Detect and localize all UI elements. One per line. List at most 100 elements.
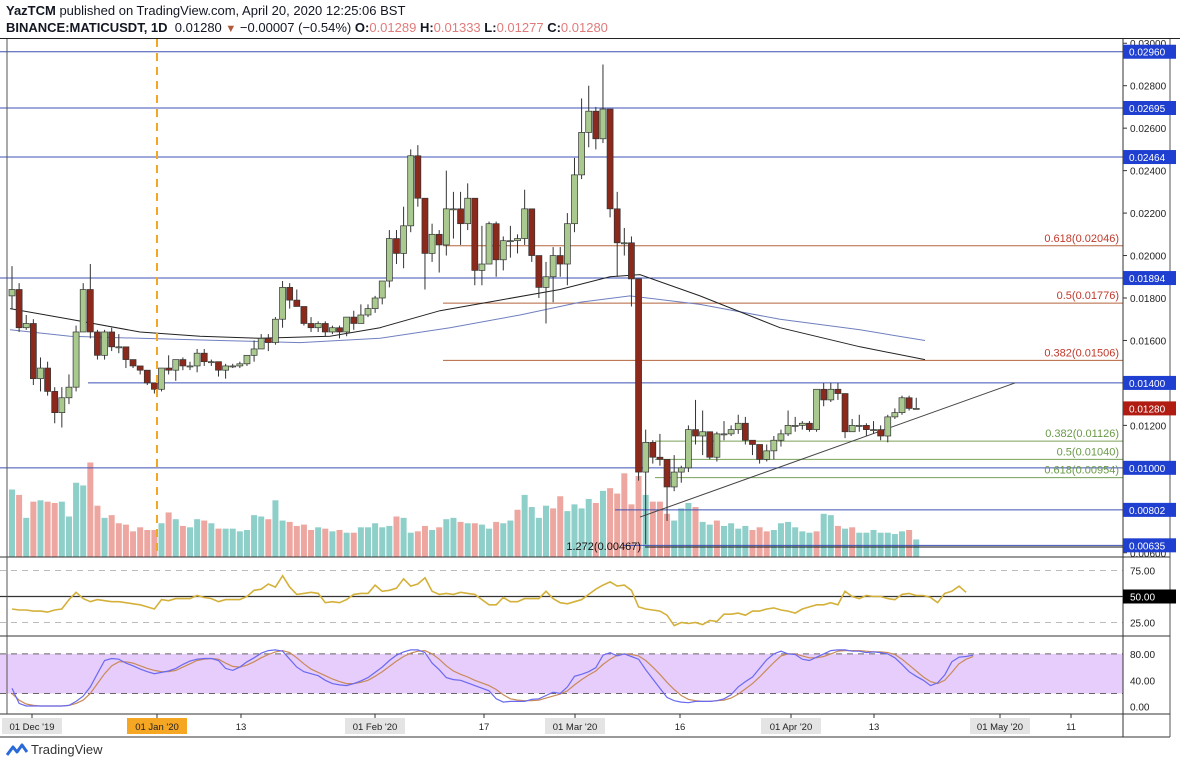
tradingview-logo-icon[interactable] bbox=[6, 743, 28, 757]
level-price-badge bbox=[1123, 460, 1176, 475]
candle-body bbox=[485, 223, 493, 265]
candle-body bbox=[79, 289, 87, 333]
candle-body bbox=[364, 308, 372, 316]
volume-bar bbox=[300, 524, 307, 557]
candle-body bbox=[464, 197, 472, 225]
candle-body bbox=[499, 240, 507, 261]
time-axis[interactable]: 01 Dec '19 01 Jan '20 13 01 Feb '20 17 01 Mar… bbox=[2, 714, 1076, 734]
author-name[interactable]: YazTCM bbox=[6, 3, 56, 18]
candle-body bbox=[599, 108, 607, 140]
candle-body bbox=[556, 255, 564, 265]
candle-body bbox=[300, 306, 308, 324]
level-price-badge-text: 0.01400 bbox=[1129, 379, 1166, 390]
candle-body bbox=[279, 287, 286, 320]
chart-canvas[interactable]: 0.618(0.02046) 0.5(0.01776) 0.382(0.01506)… bbox=[0, 39, 1180, 739]
volume-bar bbox=[400, 517, 407, 557]
level-price-badge-text: 0.02960 bbox=[1129, 48, 1166, 59]
volume-bar bbox=[564, 511, 571, 557]
price-tick-label: 0.02000 bbox=[1130, 252, 1167, 263]
volume-bar bbox=[357, 527, 364, 557]
volume-bar bbox=[621, 473, 628, 557]
candle-body bbox=[22, 323, 30, 329]
candle-body bbox=[699, 431, 706, 437]
volume-bar bbox=[756, 527, 763, 557]
horizontal-levels[interactable] bbox=[0, 51, 1123, 546]
volume-bar bbox=[336, 530, 343, 557]
date-tick-label[interactable]: 11 bbox=[1066, 722, 1076, 733]
date-tick-label[interactable]: 17 bbox=[479, 722, 490, 733]
volume-bar bbox=[258, 516, 265, 557]
symbol-label[interactable]: BINANCE:MATICUSDT, 1D bbox=[6, 20, 168, 35]
date-tick-label[interactable]: 16 bbox=[675, 722, 686, 733]
volume-bar bbox=[478, 524, 485, 557]
candle-body bbox=[343, 316, 350, 333]
last-price: 0.01280 bbox=[174, 20, 222, 35]
candle-body bbox=[250, 348, 258, 356]
candle-body bbox=[507, 240, 514, 243]
volume-bar bbox=[827, 515, 834, 557]
candle-body bbox=[357, 314, 365, 324]
candle-body bbox=[435, 233, 443, 246]
pane-frames bbox=[0, 39, 1171, 738]
date-tick-label[interactable]: 01 Dec '19 bbox=[9, 722, 54, 733]
candle-body bbox=[592, 110, 600, 140]
date-tick-label[interactable]: 13 bbox=[236, 722, 247, 733]
price-axis[interactable]: 0.030000.028000.026000.024000.022000.020… bbox=[1123, 39, 1176, 714]
trendline[interactable] bbox=[639, 382, 1016, 518]
date-tick-label[interactable]: 01 May '20 bbox=[977, 722, 1023, 733]
date-label-bg bbox=[545, 718, 605, 734]
fib-level-label: 0.382(0.01506) bbox=[1044, 347, 1119, 359]
volume-bar bbox=[535, 517, 542, 557]
volume-bar bbox=[913, 539, 920, 557]
level-price-badge-text: 0.02695 bbox=[1129, 104, 1166, 115]
stoch-tick-label: 40.00 bbox=[1130, 676, 1155, 687]
candle-body bbox=[635, 278, 642, 473]
candle-body bbox=[834, 388, 842, 394]
volume-bar bbox=[229, 528, 236, 557]
volume-bar bbox=[329, 531, 336, 557]
volume-bar bbox=[9, 489, 15, 557]
low-value: 0.01277 bbox=[496, 20, 544, 35]
volume-bar bbox=[293, 525, 300, 557]
date-tick-label[interactable]: 01 Apr '20 bbox=[770, 722, 813, 733]
volume-bar bbox=[578, 508, 585, 557]
volume-bar bbox=[514, 509, 521, 557]
high-value: 0.01333 bbox=[433, 20, 481, 35]
level-price-badge-text: 0.01000 bbox=[1129, 464, 1166, 475]
candle-body bbox=[243, 354, 251, 365]
candle-body bbox=[784, 425, 792, 435]
candle-body bbox=[151, 382, 158, 390]
fib-level-label: 0.5(0.01040) bbox=[1057, 446, 1119, 458]
candle-body bbox=[564, 223, 571, 265]
volume-bar bbox=[343, 532, 350, 557]
date-tick-label[interactable]: 01 Mar '20 bbox=[553, 722, 598, 733]
date-tick-label[interactable]: 01 Feb '20 bbox=[353, 722, 398, 733]
level-price-badge bbox=[1123, 375, 1176, 390]
level-price-badge bbox=[1123, 44, 1176, 59]
candle-body bbox=[813, 388, 820, 430]
volume-bar bbox=[486, 528, 493, 557]
volume-bar bbox=[208, 523, 215, 557]
date-tick-label[interactable]: 01 Jan '20 bbox=[135, 722, 179, 733]
volume-bar bbox=[144, 530, 151, 557]
candle-body bbox=[891, 412, 899, 418]
candle-body bbox=[720, 433, 728, 436]
volume-bar bbox=[471, 523, 478, 557]
candle-body bbox=[115, 346, 123, 349]
volume-bar bbox=[137, 527, 144, 557]
candle-body bbox=[286, 287, 294, 301]
candle-body bbox=[742, 422, 749, 441]
open-label: O: bbox=[354, 20, 370, 35]
price-tick-label: 0.02200 bbox=[1130, 209, 1167, 220]
ascending-trendline[interactable] bbox=[639, 382, 1016, 518]
volume-bar bbox=[685, 503, 692, 557]
fibonacci-levels[interactable]: 0.618(0.02046) 0.5(0.01776) 0.382(0.01506)… bbox=[443, 233, 1123, 553]
volume-bar bbox=[813, 531, 820, 557]
candle-body bbox=[685, 429, 692, 469]
tradingview-brand[interactable]: TradingView bbox=[31, 742, 103, 757]
candle-body bbox=[841, 393, 849, 433]
candle-body bbox=[58, 397, 66, 413]
volume-bar bbox=[151, 530, 158, 557]
candle-body bbox=[791, 425, 799, 427]
date-tick-label[interactable]: 13 bbox=[869, 722, 880, 733]
